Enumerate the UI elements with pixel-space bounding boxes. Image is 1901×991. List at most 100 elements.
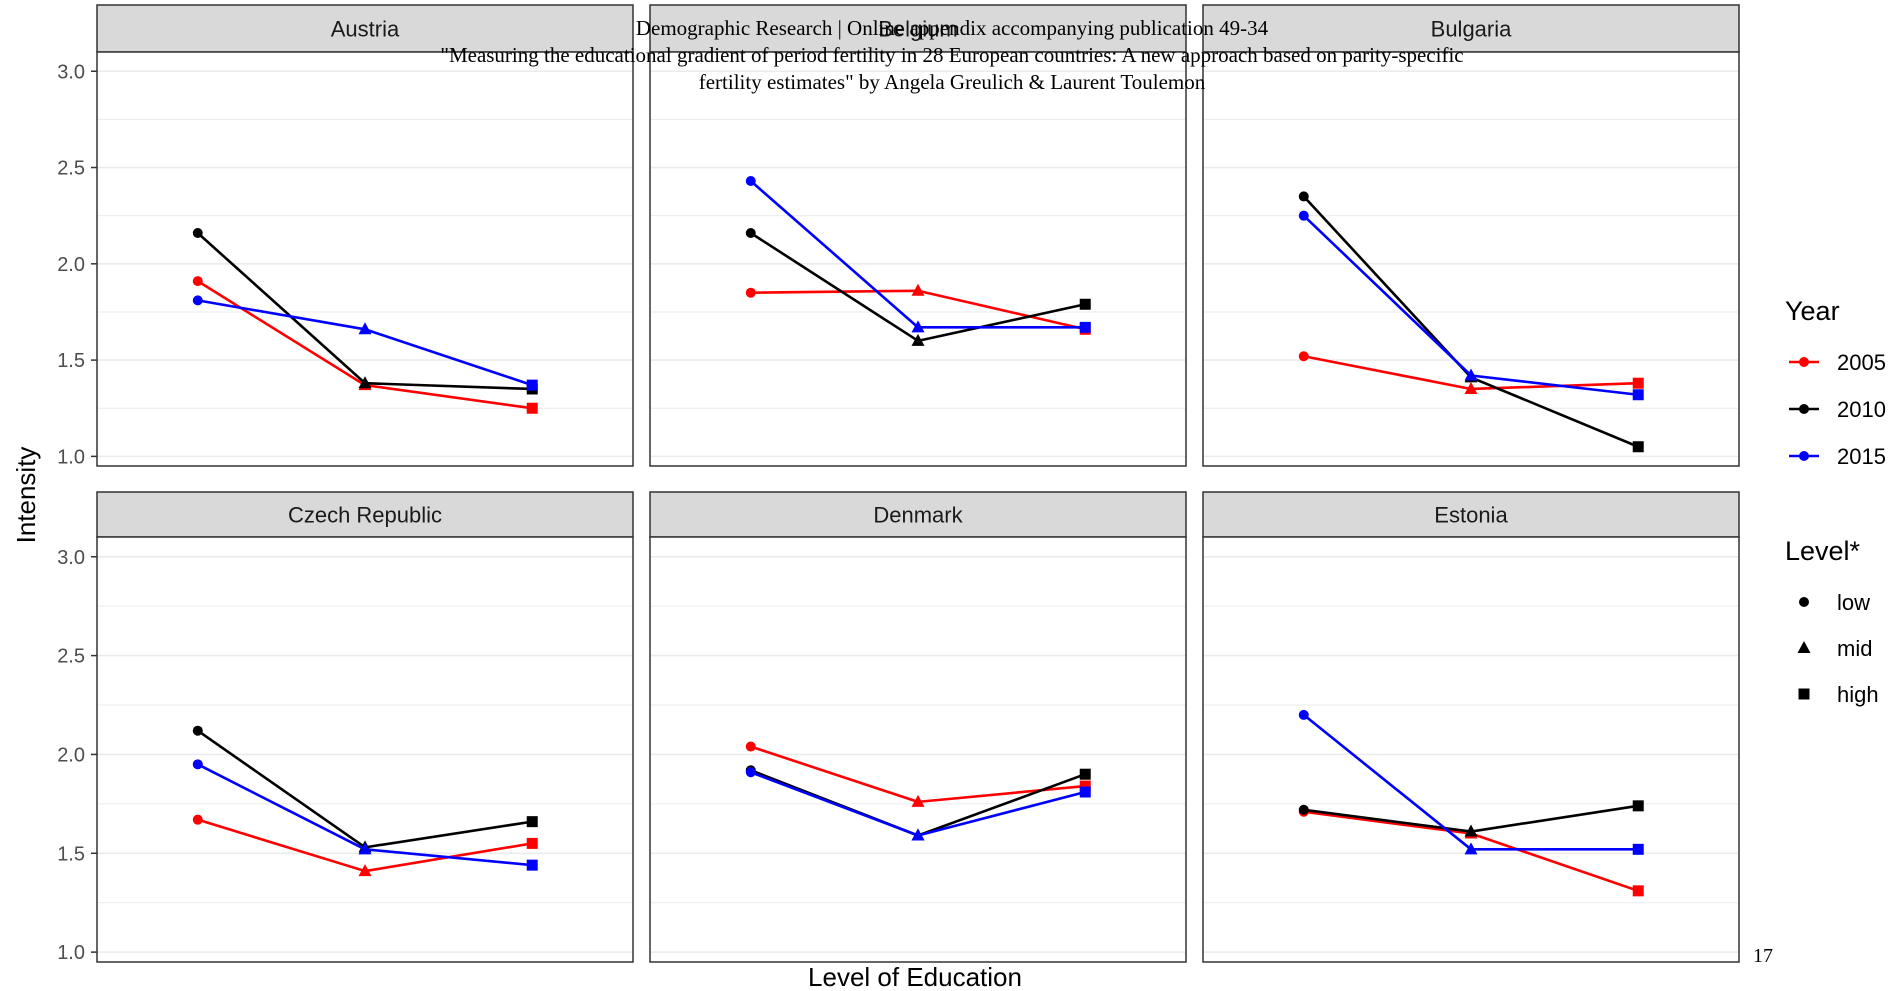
point-low-2010 (192, 228, 203, 239)
legend-label-low: low (1837, 590, 1870, 615)
legend-shape-low (1799, 597, 1809, 607)
point-low-2015 (1298, 709, 1309, 720)
legend-label-mid: mid (1837, 636, 1872, 661)
panel-title: Czech Republic (288, 503, 442, 528)
point-low-2005 (745, 741, 756, 752)
point-mid-2010 (358, 376, 372, 389)
point-low-2010 (1298, 804, 1309, 815)
point-mid-2015 (911, 828, 925, 841)
point-low-2005 (192, 276, 203, 287)
point-low-2010 (745, 228, 756, 239)
panel-border (649, 536, 1187, 963)
plot-area (97, 537, 633, 962)
y-tick-label: 1.0 (57, 446, 85, 468)
panel-border (96, 51, 634, 467)
point-high-2010 (1079, 768, 1091, 780)
point-high-2005 (1079, 780, 1091, 792)
panel-border (1202, 536, 1740, 963)
legend-key-point-2010 (1799, 404, 1809, 414)
point-mid-2010 (911, 333, 925, 346)
y-tick-label: 1.0 (57, 942, 85, 964)
panel-austria: Austria (96, 4, 634, 467)
panel-title: Belgium (878, 17, 957, 42)
point-mid-2015 (911, 320, 925, 333)
point-low-2015 (745, 176, 756, 187)
legend-shape-high (1798, 688, 1810, 700)
panel-strip (649, 4, 1187, 53)
point-low-2010 (1298, 191, 1309, 202)
legend-key-point-2005 (1799, 357, 1809, 367)
panel-denmark: Denmark (649, 491, 1187, 963)
point-high-2005 (526, 837, 538, 849)
y-tick-label: 1.5 (57, 843, 85, 865)
legend-shape-mid (1797, 641, 1811, 653)
y-axis-layer: 1.0 1.5 2.0 2.5 3.0 1.0 1.5 2.0 2.5 3.0 (57, 61, 97, 964)
panel-title: Austria (331, 17, 400, 42)
legend-label-2015: 2015 (1837, 444, 1886, 469)
panel-strip (1202, 491, 1740, 538)
point-mid-2015 (358, 842, 372, 855)
point-low-2010 (192, 725, 203, 736)
plot-area (97, 52, 633, 466)
point-mid-2005 (911, 283, 925, 296)
point-low-2015 (1298, 210, 1309, 221)
legend-label-high: high (1837, 682, 1879, 707)
panel-bulgaria: Bulgaria (1202, 4, 1740, 467)
point-high-2015 (1632, 389, 1644, 401)
point-low-2015 (745, 767, 756, 778)
panel-strip (1202, 4, 1740, 53)
point-mid-2005 (1464, 381, 1478, 394)
panel-strip (96, 4, 634, 53)
point-high-2010 (526, 816, 538, 828)
plot-area (650, 52, 1186, 466)
point-mid-2015 (358, 322, 372, 335)
page-number: 17 (1753, 945, 1773, 967)
point-mid-2015 (1464, 368, 1478, 381)
point-mid-2015 (1464, 842, 1478, 855)
point-high-2015 (526, 859, 538, 871)
y-tick-label: 3.0 (57, 547, 85, 569)
point-high-2015 (1079, 786, 1091, 798)
point-high-2015 (526, 379, 538, 391)
point-low-2005 (745, 287, 756, 298)
header-line-2: "Measuring the educational gradient of p… (440, 43, 1463, 67)
panel-title: Bulgaria (1431, 17, 1512, 42)
point-mid-2005 (358, 864, 372, 877)
y-tick-label: 2.0 (57, 254, 85, 276)
legend-label-2005: 2005 (1837, 350, 1886, 375)
legend: Year 2005 2010 2015 Level* low mid high (1785, 296, 1886, 707)
point-high-2015 (1079, 321, 1091, 333)
point-high-2010 (1079, 298, 1091, 310)
header-line-3: fertility estimates" by Angela Greulich … (699, 70, 1206, 94)
point-high-2005 (1632, 377, 1644, 389)
panel-strip (649, 491, 1187, 538)
header-line-1: Demographic Research | Online appendix a… (636, 16, 1269, 40)
plot-area (650, 537, 1186, 962)
legend-label-2010: 2010 (1837, 397, 1886, 422)
legend-key-point-2015 (1799, 451, 1809, 461)
plot-area (1203, 52, 1739, 466)
y-tick-label: 2.0 (57, 744, 85, 766)
point-low-2005 (192, 814, 203, 825)
panel-estonia: Estonia (1202, 491, 1740, 963)
y-tick-label: 1.5 (57, 350, 85, 372)
panel-belgium: Belgium (649, 4, 1187, 467)
point-low-2015 (192, 759, 203, 770)
panel-border (649, 51, 1187, 467)
point-high-2010 (1632, 800, 1644, 812)
point-high-2015 (1632, 843, 1644, 855)
x-axis-title: Level of Education (808, 962, 1022, 991)
y-axis-title: Intensity (11, 447, 41, 544)
panel-czech-republic: Czech Republic (96, 491, 634, 963)
panel-title: Estonia (1434, 503, 1508, 528)
point-low-2005 (1298, 351, 1309, 362)
panel-title: Denmark (873, 503, 963, 528)
panel-border (96, 536, 634, 963)
point-low-2015 (192, 295, 203, 306)
panel-border (1202, 51, 1740, 467)
y-tick-label: 2.5 (57, 646, 85, 668)
point-mid-2005 (911, 794, 925, 807)
y-tick-label: 2.5 (57, 158, 85, 180)
panels-layer: Austria Belgium Bulgaria Czech Republic Denm… (96, 4, 1740, 963)
